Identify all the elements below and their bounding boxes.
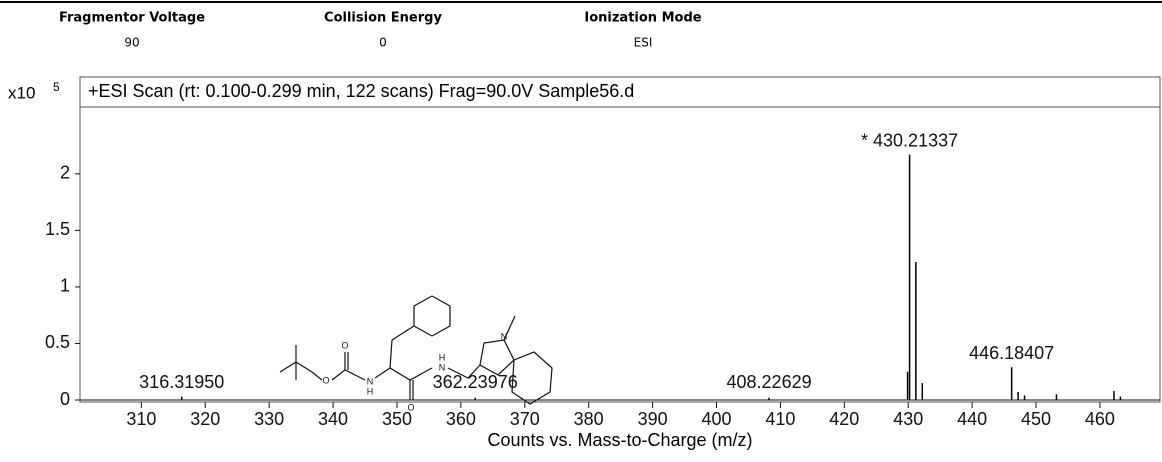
atom-label: N bbox=[367, 376, 374, 386]
peak-label: 408.22629 bbox=[727, 372, 812, 392]
plot-frame bbox=[79, 76, 1161, 403]
y-tick-label: 1.5 bbox=[45, 219, 70, 239]
header-label: Collision Energy bbox=[324, 11, 442, 26]
atom-label: N bbox=[439, 362, 446, 372]
x-tick-label: 370 bbox=[510, 409, 540, 429]
x-tick-label: 340 bbox=[318, 409, 348, 429]
y-tick-label: 0.5 bbox=[45, 332, 70, 352]
header-label: Fragmentor Voltage bbox=[59, 11, 205, 26]
x-tick-label: 310 bbox=[126, 409, 156, 429]
peak-label: 362.23976 bbox=[433, 372, 518, 392]
x-tick-label: 450 bbox=[1021, 409, 1051, 429]
atom-label: O bbox=[341, 340, 348, 350]
x-tick-label: 390 bbox=[638, 409, 668, 429]
x-tick-label: 360 bbox=[446, 409, 476, 429]
x-tick-label: 440 bbox=[957, 409, 987, 429]
x-tick-label: 380 bbox=[574, 409, 604, 429]
header-label: Ionization Mode bbox=[584, 11, 701, 26]
peak-label: 316.31950 bbox=[139, 372, 224, 392]
atom-label: H bbox=[367, 386, 374, 396]
atom-label: O bbox=[407, 402, 414, 412]
y-multiplier: x10 bbox=[8, 83, 35, 102]
x-tick-label: 420 bbox=[829, 409, 859, 429]
y-multiplier-exp: 5 bbox=[53, 80, 60, 94]
y-tick-label: 1 bbox=[60, 276, 70, 296]
y-tick-label: 0 bbox=[60, 389, 70, 409]
x-tick-label: 430 bbox=[893, 409, 923, 429]
x-tick-label: 410 bbox=[765, 409, 795, 429]
x-tick-label: 460 bbox=[1085, 409, 1115, 429]
atom-label: O bbox=[322, 375, 329, 385]
x-tick-label: 350 bbox=[382, 409, 412, 429]
structure bbox=[279, 295, 553, 405]
header-value: ESI bbox=[634, 36, 653, 50]
atom-label: H bbox=[439, 352, 446, 362]
header-value: 0 bbox=[379, 36, 387, 50]
chart-title: +ESI Scan (rt: 0.100-0.299 min, 122 scan… bbox=[88, 81, 634, 101]
x-axis-title: Counts vs. Mass-to-Charge (m/z) bbox=[487, 430, 752, 450]
peak-label: 446.18407 bbox=[969, 343, 1054, 363]
header-value: 90 bbox=[124, 36, 139, 50]
x-tick-label: 400 bbox=[701, 409, 731, 429]
x-tick-label: 330 bbox=[254, 409, 284, 429]
x-tick-label: 320 bbox=[190, 409, 220, 429]
atom-label: N bbox=[501, 331, 508, 341]
peak-label: * 430.21337 bbox=[861, 130, 958, 150]
y-tick-label: 2 bbox=[60, 163, 70, 183]
